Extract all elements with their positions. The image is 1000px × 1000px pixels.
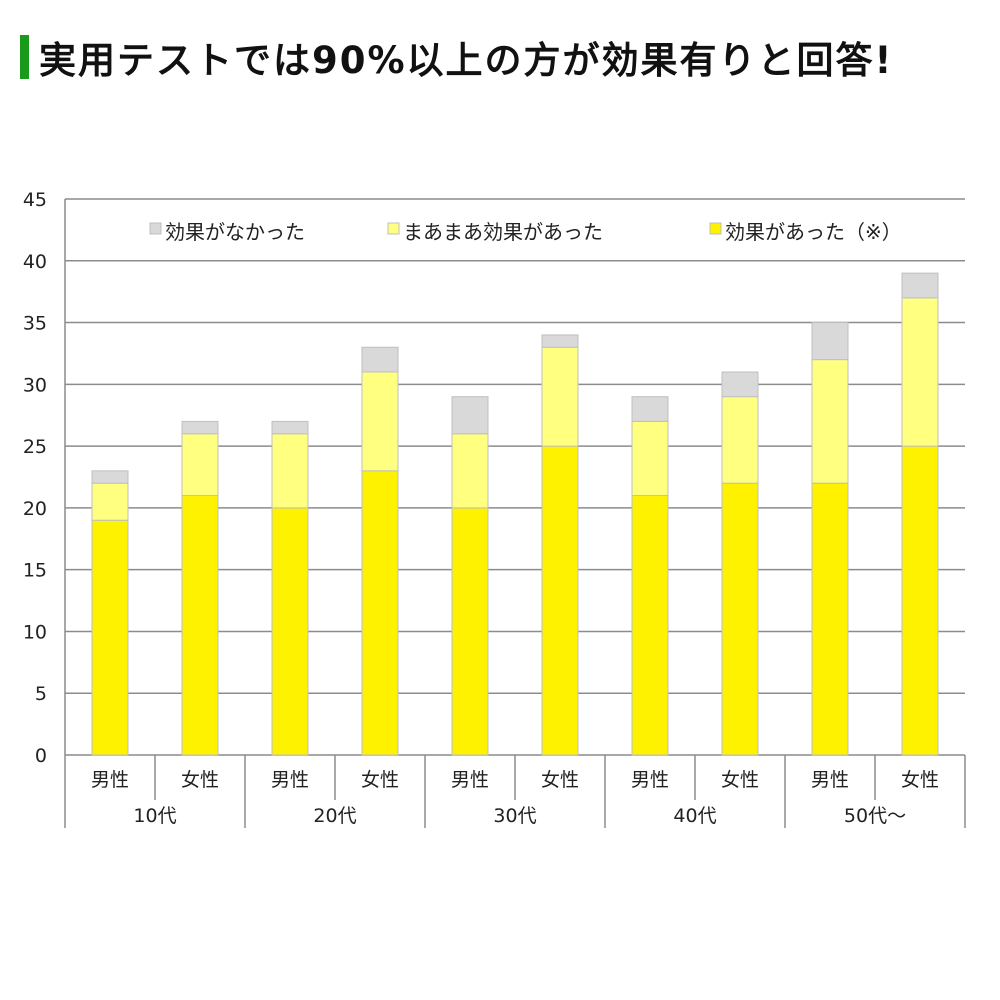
bar-segment xyxy=(721,482,759,756)
x-category-label: 男性 xyxy=(631,769,669,791)
x-category-label: 男性 xyxy=(91,769,129,791)
bar-segment xyxy=(901,445,939,756)
x-category-label: 女性 xyxy=(541,769,579,791)
bar-segment xyxy=(811,322,849,361)
x-category-label: 女性 xyxy=(181,769,219,791)
y-tick-label: 40 xyxy=(23,251,47,273)
bar-segment xyxy=(811,482,849,756)
bar-segment xyxy=(181,420,219,435)
bar-segment xyxy=(631,396,669,422)
bar-segment xyxy=(631,495,669,756)
bar-segment xyxy=(271,507,309,756)
x-group-label: 50代～ xyxy=(844,805,906,827)
bar-segment xyxy=(91,519,129,756)
bar-segment xyxy=(181,495,219,756)
y-tick-label: 5 xyxy=(35,683,47,705)
page-heading: 実用テストでは90%以上の方が効果有りと回答! xyxy=(20,30,893,84)
bar-segment xyxy=(901,272,939,299)
x-group-label: 10代 xyxy=(133,805,176,827)
bar-segment xyxy=(451,507,489,756)
x-group-label: 40代 xyxy=(673,805,716,827)
y-tick-label: 10 xyxy=(23,621,47,643)
bar-segment xyxy=(541,346,579,447)
legend-swatch xyxy=(149,222,162,235)
bar-segment xyxy=(721,371,759,398)
bar-segment xyxy=(451,433,489,509)
bar-segment xyxy=(901,297,939,447)
y-tick-label: 20 xyxy=(23,498,47,520)
heading-text: 実用テストでは90%以上の方が効果有りと回答! xyxy=(39,39,894,82)
y-tick-label: 15 xyxy=(23,560,47,582)
legend-swatch xyxy=(387,222,400,235)
y-tick-label: 45 xyxy=(23,189,47,211)
legend-swatch xyxy=(709,222,722,235)
bar-segment xyxy=(811,359,849,484)
bar-segment xyxy=(541,334,579,348)
bar-segment xyxy=(721,396,759,484)
legend-label: 効果がなかった xyxy=(165,220,305,244)
x-category-label: 女性 xyxy=(361,769,399,791)
bar-segment xyxy=(271,420,309,435)
y-tick-label: 30 xyxy=(23,374,47,396)
x-group-label: 20代 xyxy=(313,805,356,827)
y-tick-label: 25 xyxy=(23,436,47,458)
x-category-label: 男性 xyxy=(811,769,849,791)
bar-segment xyxy=(361,346,399,373)
x-group-label: 30代 xyxy=(493,805,536,827)
bar-segment xyxy=(361,371,399,472)
bar-segment xyxy=(91,470,129,484)
legend-label: まあまあ効果があった xyxy=(403,220,603,244)
heading-accent-bar xyxy=(20,35,29,79)
bar-segment xyxy=(631,420,669,497)
y-tick-label: 35 xyxy=(23,313,47,335)
x-category-label: 男性 xyxy=(451,769,489,791)
y-tick-label: 0 xyxy=(35,745,47,767)
bar-segment xyxy=(181,433,219,497)
x-category-label: 女性 xyxy=(721,769,759,791)
bar-segment xyxy=(451,396,489,435)
legend-label: 効果があった（※） xyxy=(725,220,902,244)
bar-segment xyxy=(361,470,399,756)
bar-segment xyxy=(271,433,309,509)
bar-segment xyxy=(541,445,579,756)
x-category-label: 女性 xyxy=(901,769,939,791)
x-category-label: 男性 xyxy=(271,769,309,791)
bar-segment xyxy=(91,482,129,521)
